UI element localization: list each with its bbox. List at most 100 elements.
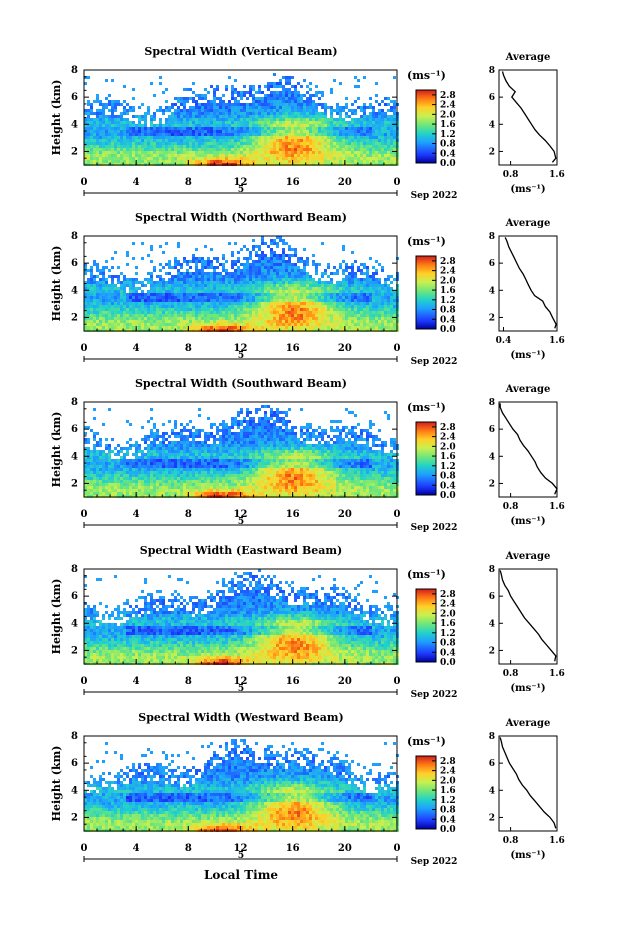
x-tick-label: 16 <box>286 676 300 687</box>
colorbar-tick-label: 2.8 <box>440 257 456 267</box>
x-tick-label: 12 <box>234 509 248 520</box>
average-title: Average <box>505 384 551 395</box>
average-profile-line <box>499 403 558 495</box>
average-title: Average <box>505 52 551 63</box>
colorbar-tick-label: 0.4 <box>440 149 456 159</box>
average-x-label: (ms⁻¹) <box>510 184 545 195</box>
colorbar-tick-label: 1.6 <box>440 286 456 296</box>
colorbar-tick-label: 2.8 <box>440 590 456 600</box>
x-tick-label: 8 <box>185 676 192 687</box>
y-tick-label: 2 <box>71 812 78 823</box>
x-tick-label: 4 <box>133 343 140 354</box>
colorbar-tick-label: 2.8 <box>440 91 456 101</box>
x-tick-label: 4 <box>133 509 140 520</box>
average-x-tick-label: 1.6 <box>549 336 565 346</box>
y-tick-label: 8 <box>71 231 78 242</box>
y-tick-label: 4 <box>71 451 78 462</box>
average-x-tick-label: 0.4 <box>496 336 512 346</box>
average-frame <box>498 568 558 665</box>
y-tick-label: 6 <box>71 92 78 103</box>
date-day-label: 5 <box>238 684 244 694</box>
average-y-tick-label: 4 <box>489 286 495 296</box>
colorbar-tick-label: 0.0 <box>440 658 456 668</box>
colorbar-tick-label: 2.0 <box>440 110 456 120</box>
colorbar-tick-label: 1.6 <box>440 120 456 130</box>
x-tick-label: 8 <box>185 177 192 188</box>
panel-5: Spectral Width (Westward Beam) 2 4 6 8 Height… <box>50 711 565 867</box>
y-tick-label: 6 <box>71 258 78 269</box>
x-tick-label: 20 <box>338 676 352 687</box>
average-y-tick-label: 8 <box>489 66 495 76</box>
x-tick-label: 0 <box>81 177 88 188</box>
colorbar-tick-label: 2.4 <box>440 767 456 777</box>
average-x-tick-label: 0.8 <box>503 836 519 846</box>
x-tick-label: 0 <box>394 676 401 687</box>
average-y-tick-label: 2 <box>489 313 495 323</box>
colorbar-tick-label: 1.6 <box>440 452 456 462</box>
x-tick-label: 12 <box>234 676 248 687</box>
panel-2: Spectral Width (Northward Beam) 2 4 6 8 Heigh… <box>50 211 565 367</box>
x-tick-label: 20 <box>338 343 352 354</box>
y-tick-label: 2 <box>71 645 78 656</box>
average-x-tick-label: 1.6 <box>549 836 565 846</box>
colorbar-tick-label: 0.0 <box>440 825 456 835</box>
colorbar-unit: (ms⁻¹) <box>407 568 446 581</box>
heatmap <box>84 569 399 665</box>
y-tick-label: 8 <box>71 65 78 76</box>
y-tick-label: 6 <box>71 758 78 769</box>
colorbar-tick-label: 0.8 <box>440 306 456 316</box>
colorbar-unit: (ms⁻¹) <box>407 235 446 248</box>
y-tick-label: 2 <box>71 312 78 323</box>
average-y-tick-label: 8 <box>489 732 495 742</box>
x-tick-label: 20 <box>338 843 352 854</box>
x-tick-label: 4 <box>133 843 140 854</box>
average-title: Average <box>505 218 551 229</box>
x-tick-label: 12 <box>234 343 248 354</box>
y-tick-label: 2 <box>71 478 78 489</box>
average-x-tick-label: 1.6 <box>549 502 565 512</box>
x-tick-label: 0 <box>394 843 401 854</box>
date-day-label: 5 <box>238 185 244 195</box>
x-tick-label: 0 <box>394 343 401 354</box>
x-tick-label: 12 <box>234 843 248 854</box>
y-axis-label: Height (km) <box>50 80 63 156</box>
colorbar-tick-label: 0.4 <box>440 648 456 658</box>
date-label: Sep 2022 <box>411 357 458 367</box>
average-x-tick-label: 0.8 <box>503 170 519 180</box>
x-tick-label: 16 <box>286 177 300 188</box>
average-y-tick-label: 4 <box>489 786 495 796</box>
date-day-label: 5 <box>238 851 244 861</box>
average-x-label: (ms⁻¹) <box>510 683 545 694</box>
average-y-tick-label: 4 <box>489 120 495 130</box>
colorbar-tick-label: 2.4 <box>440 101 456 111</box>
panel-title: Spectral Width (Eastward Beam) <box>140 544 342 557</box>
x-tick-label: 16 <box>286 843 300 854</box>
x-tick-label: 0 <box>394 509 401 520</box>
colorbar-tick-label: 0.4 <box>440 315 456 325</box>
panel-title: Spectral Width (Northward Beam) <box>135 211 347 224</box>
date-label: Sep 2022 <box>411 191 458 201</box>
date-label: Sep 2022 <box>411 857 458 867</box>
colorbar-tick-label: 2.0 <box>440 276 456 286</box>
y-tick-label: 8 <box>71 731 78 742</box>
colorbar-tick-label: 0.4 <box>440 481 456 491</box>
colorbar-tick-label: 1.2 <box>440 130 456 140</box>
colorbar-tick-label: 0.8 <box>440 140 456 150</box>
colorbar <box>415 255 437 330</box>
y-tick-label: 6 <box>71 424 78 435</box>
y-tick-label: 8 <box>71 564 78 575</box>
colorbar-tick-label: 2.4 <box>440 433 456 443</box>
x-tick-label: 8 <box>185 343 192 354</box>
colorbar-tick-label: 1.2 <box>440 462 456 472</box>
colorbar-unit: (ms⁻¹) <box>407 69 446 82</box>
colorbar-tick-label: 0.0 <box>440 159 456 169</box>
average-y-tick-label: 2 <box>489 147 495 157</box>
date-label: Sep 2022 <box>411 523 458 533</box>
x-tick-label: 16 <box>286 509 300 520</box>
average-y-tick-label: 8 <box>489 398 495 408</box>
colorbar-tick-label: 2.8 <box>440 757 456 767</box>
panel-4: Spectral Width (Eastward Beam) 2 4 6 8 Height… <box>50 544 565 700</box>
y-tick-label: 8 <box>71 397 78 408</box>
panel-1: Spectral Width (Vertical Beam) 2 4 6 8 Height… <box>50 45 565 201</box>
